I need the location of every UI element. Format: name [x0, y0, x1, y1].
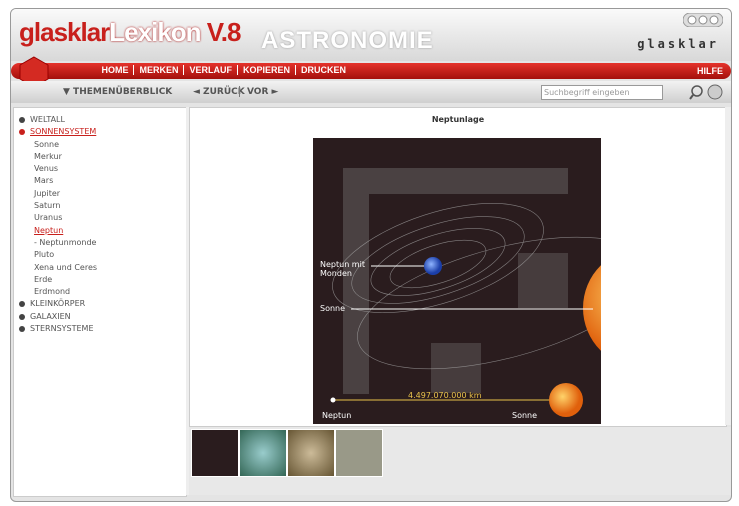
image-label: Neptun mit Monden — [320, 260, 370, 278]
thumbnail[interactable] — [191, 429, 239, 477]
thumbnail-strip — [189, 427, 732, 495]
thumbnail[interactable] — [335, 429, 383, 477]
search-input[interactable]: Suchbegriff eingeben — [541, 85, 663, 100]
window: glasklarLexikon V.8 ASTRONOMIE glasklar … — [10, 8, 732, 502]
thumbnail[interactable] — [287, 429, 335, 477]
content-title: Neptunlage — [190, 115, 726, 124]
sidebar-item[interactable]: Uranus — [14, 212, 186, 224]
sidebar-item[interactable]: Erde — [14, 274, 186, 286]
separator — [239, 86, 240, 97]
brand: glasklarLexikon V.8 — [19, 17, 240, 48]
sidebar-item[interactable]: Pluto — [14, 249, 186, 261]
overview-button[interactable]: ▼ THEMENÜBERBLICK — [63, 87, 172, 97]
search-icons[interactable] — [687, 83, 727, 101]
sidebar-section[interactable]: GALAXIEN — [14, 311, 186, 323]
sidebar-section[interactable]: STERNSYSTEME — [14, 323, 186, 335]
version: V.8 — [207, 17, 241, 47]
sidebar-section[interactable]: SONNENSYSTEM — [14, 126, 186, 138]
neptune-image — [313, 138, 601, 424]
image-label: 4.497.070.000 km — [408, 391, 482, 400]
content: Neptunlage Neptun mit Monden Sonne 4.497… — [189, 107, 727, 427]
brand-left: glasklar — [19, 17, 109, 47]
toolbar: ▼ THEMENÜBERBLICK ◄ ZURÜCK VOR ► Suchbeg… — [11, 81, 731, 103]
image-label: Neptun — [322, 411, 351, 420]
nav-item[interactable]: HOME — [96, 65, 133, 75]
sidebar-item[interactable]: Venus — [14, 163, 186, 175]
sidebar-item[interactable]: Xena und Ceres — [14, 262, 186, 274]
nav-item[interactable]: VERLAUF — [183, 65, 237, 75]
nav-item[interactable]: KOPIEREN — [237, 65, 295, 75]
app-window: glasklarLexikon V.8 ASTRONOMIE glasklar … — [0, 0, 739, 506]
sidebar-section[interactable]: WELTALL — [14, 114, 186, 126]
back-button[interactable]: ◄ ZURÜCK — [193, 87, 245, 97]
sidebar-item[interactable]: Mars — [14, 175, 186, 187]
thumbnail[interactable] — [239, 429, 287, 477]
brand-right: glasklar — [637, 37, 719, 51]
subject: ASTRONOMIE — [261, 27, 434, 55]
sidebar-item[interactable]: Sonne — [14, 139, 186, 151]
sidebar-section[interactable]: KLEINKÖRPER — [14, 298, 186, 310]
window-controls[interactable] — [683, 13, 723, 27]
image-label: Sonne — [320, 304, 345, 313]
sidebar-item[interactable]: Neptun — [14, 225, 186, 237]
image-label: Sonne — [512, 411, 537, 420]
header: glasklarLexikon V.8 ASTRONOMIE glasklar — [11, 9, 731, 61]
forward-button[interactable]: VOR ► — [247, 87, 278, 97]
sidebar-item[interactable]: Erdmond — [14, 286, 186, 298]
sidebar-item[interactable]: Saturn — [14, 200, 186, 212]
nav-item[interactable]: MERKEN — [133, 65, 183, 75]
nav-item[interactable]: DRUCKEN — [295, 65, 351, 75]
sidebar-item[interactable]: Merkur — [14, 151, 186, 163]
brand-mid: Lexikon — [109, 17, 200, 47]
help[interactable]: HILFE — [697, 66, 723, 76]
sidebar-item[interactable]: Jupiter — [14, 188, 186, 200]
sidebar-item[interactable]: - Neptunmonde — [14, 237, 186, 249]
scrollbar[interactable] — [725, 107, 732, 425]
